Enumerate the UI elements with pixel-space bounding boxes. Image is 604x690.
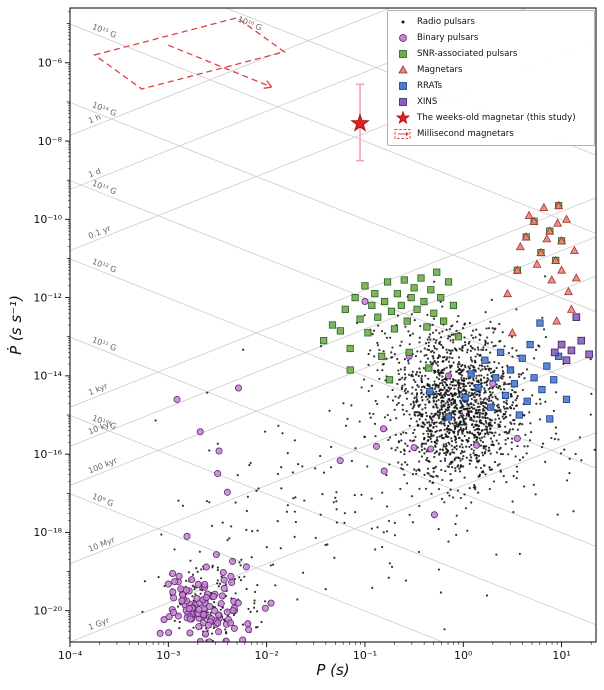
legend-item-label: RRATs: [417, 81, 443, 91]
series-radio-pulsars: [141, 275, 596, 642]
legend-item-label: Magnetars: [417, 65, 463, 75]
legend-item-xins: XINS: [393, 94, 589, 110]
age-line-label: 1 kyr: [87, 381, 110, 397]
legend-item-the-weeks-old-magnetar-this-study: The weeks-old magnetar (this study): [393, 110, 589, 126]
series-snr-associated-pulsars: [320, 202, 566, 384]
millisecond-magnetars-marker-icon: [394, 129, 411, 139]
legend-item-magnetars: Magnetars: [393, 62, 589, 78]
radio-pulsars-marker-icon: [401, 20, 405, 24]
svg-text:10¹: 10¹: [552, 649, 570, 662]
svg-text:10⁻⁸: 10⁻⁸: [38, 135, 63, 148]
series-binary-pulsars: [156, 298, 521, 642]
field-line-label: 10¹¹ G: [91, 335, 118, 353]
svg-text:10⁻¹⁴: 10⁻¹⁴: [33, 370, 62, 383]
gridlines: [70, 8, 596, 642]
series-magnetars: [503, 200, 581, 337]
series-xins: [550, 313, 593, 365]
tick-labels: 10⁻⁴ 10⁻³ 10⁻² 10⁻¹ 10⁰ 10¹ 10⁻⁶ 10⁻⁸ 10⁻¹⁰ 10⁻¹²…: [33, 57, 570, 662]
age-line-label: 1 d: [87, 166, 102, 179]
svg-text:10⁻⁴: 10⁻⁴: [58, 649, 83, 662]
legend-item-binary-pulsars: Binary pulsars: [393, 30, 589, 46]
age-line-label: 1 Gyr: [87, 615, 111, 632]
svg-text:10⁻²⁰: 10⁻²⁰: [33, 604, 62, 617]
study-magnetar-star: [350, 113, 370, 132]
legend-item-snr-associated-pulsars: SNR-associated pulsars: [393, 46, 589, 62]
legend-item-label: XINS: [417, 97, 438, 107]
millisecond-magnetars-arrow: [168, 44, 272, 88]
legend-item-label: SNR-associated pulsars: [417, 49, 518, 59]
xins-marker-icon: [399, 98, 407, 106]
snr-associated-pulsars-marker-icon: [399, 50, 407, 58]
svg-text:10⁻²: 10⁻²: [255, 649, 279, 662]
svg-text:10⁻³: 10⁻³: [156, 649, 180, 662]
series-rrats: [426, 319, 571, 423]
svg-text:10⁻¹²: 10⁻¹²: [33, 291, 62, 304]
series-the-weeks-old-magnetar-this-study: [350, 83, 370, 162]
x-axis-label: P (s): [316, 661, 350, 679]
the-weeks-old-magnetar-this-study-marker-icon: [395, 111, 411, 125]
legend-item-label: Millisecond magnetars: [417, 129, 514, 139]
age-line-label: 0.1 yr: [87, 223, 113, 240]
svg-text:10⁻¹⁶: 10⁻¹⁶: [33, 448, 62, 461]
svg-text:10⁻¹⁰: 10⁻¹⁰: [33, 213, 62, 226]
svg-text:10⁰: 10⁰: [454, 649, 473, 662]
binary-pulsars-marker-icon: [399, 34, 407, 42]
field-line-label: 10¹² G: [91, 257, 118, 275]
axis-ticks: [65, 11, 592, 647]
legend-item-label: Binary pulsars: [417, 33, 479, 43]
field-line-label: 10¹⁵ G: [91, 22, 118, 40]
legend: Radio pulsars Binary pulsars SNR-associate…: [387, 10, 595, 146]
legend-item-millisecond-magnetars: Millisecond magnetars: [393, 126, 589, 142]
svg-text:10⁻¹: 10⁻¹: [353, 649, 377, 662]
y-axis-label: Ṗ (s s⁻¹): [7, 295, 25, 355]
svg-text:10⁻¹⁸: 10⁻¹⁸: [33, 526, 62, 539]
legend-item-label: The weeks-old magnetar (this study): [417, 113, 576, 123]
legend-item-rrats: RRATs: [393, 78, 589, 94]
legend-item-radio-pulsars: Radio pulsars: [393, 14, 589, 30]
age-line-label: 1 h: [87, 112, 102, 125]
svg-text:10⁻⁶: 10⁻⁶: [38, 57, 63, 70]
rrats-marker-icon: [399, 82, 407, 90]
magnetars-marker-icon: [398, 65, 408, 74]
millisecond-magnetars-region: [93, 17, 286, 90]
field-line-label: 10⁹ G: [91, 492, 115, 509]
legend-item-label: Radio pulsars: [417, 17, 475, 27]
field-line-label: 10¹³ G: [91, 179, 118, 197]
